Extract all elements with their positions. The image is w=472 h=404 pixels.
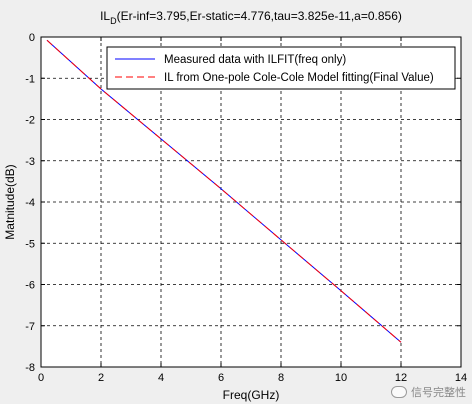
x-tick-label: 0 — [38, 372, 44, 384]
y-tick-label: -6 — [25, 280, 35, 292]
y-tick-label: -1 — [25, 73, 35, 85]
title-main: IL — [100, 9, 110, 23]
y-tick-label: -3 — [25, 156, 35, 168]
x-tick-label: 14 — [455, 372, 467, 384]
x-tick-label: 4 — [158, 372, 164, 384]
x-tick-label: 10 — [335, 372, 347, 384]
axis-ticks: 0 2 4 6 8 10 12 14 0 -1 -2 -3 -4 -5 -6 -7 -8 — [25, 32, 467, 384]
legend-label-measured: Measured data with ILFIT(freq only) — [164, 54, 346, 66]
y-axis-label: Matnitude(dB) — [3, 164, 17, 239]
x-tick-label: 8 — [278, 372, 284, 384]
wechat-icon — [391, 386, 407, 398]
y-tick-label: 0 — [29, 32, 35, 44]
x-tick-label: 2 — [98, 372, 104, 384]
x-axis-label: Freq(GHz) — [223, 388, 280, 402]
x-tick-label: 12 — [395, 372, 407, 384]
chart-title: ILD(Er-inf=3.795,Er-static=4.776,tau=3.8… — [100, 9, 402, 26]
x-tick-label: 6 — [218, 372, 224, 384]
legend-box — [106, 46, 456, 90]
series-line-model-fit — [46, 39, 402, 343]
legend: Measured data with ILFIT(freq only) IL f… — [106, 46, 456, 90]
y-tick-label: -4 — [25, 197, 35, 209]
title-params: (Er-inf=3.795,Er-static=4.776,tau=3.825e… — [117, 9, 402, 23]
watermark-text: 信号完整性 — [411, 386, 466, 399]
legend-label-model-fit: IL from One-pole Cole-Cole Model fitting… — [164, 72, 434, 84]
watermark: 信号完整性 — [391, 384, 466, 400]
series-layer — [46, 39, 402, 343]
title-subscript: D — [110, 16, 117, 26]
y-tick-label: -2 — [25, 115, 35, 127]
y-tick-label: -8 — [25, 362, 35, 374]
y-tick-label: -5 — [25, 238, 35, 250]
y-tick-label: -7 — [25, 321, 35, 333]
